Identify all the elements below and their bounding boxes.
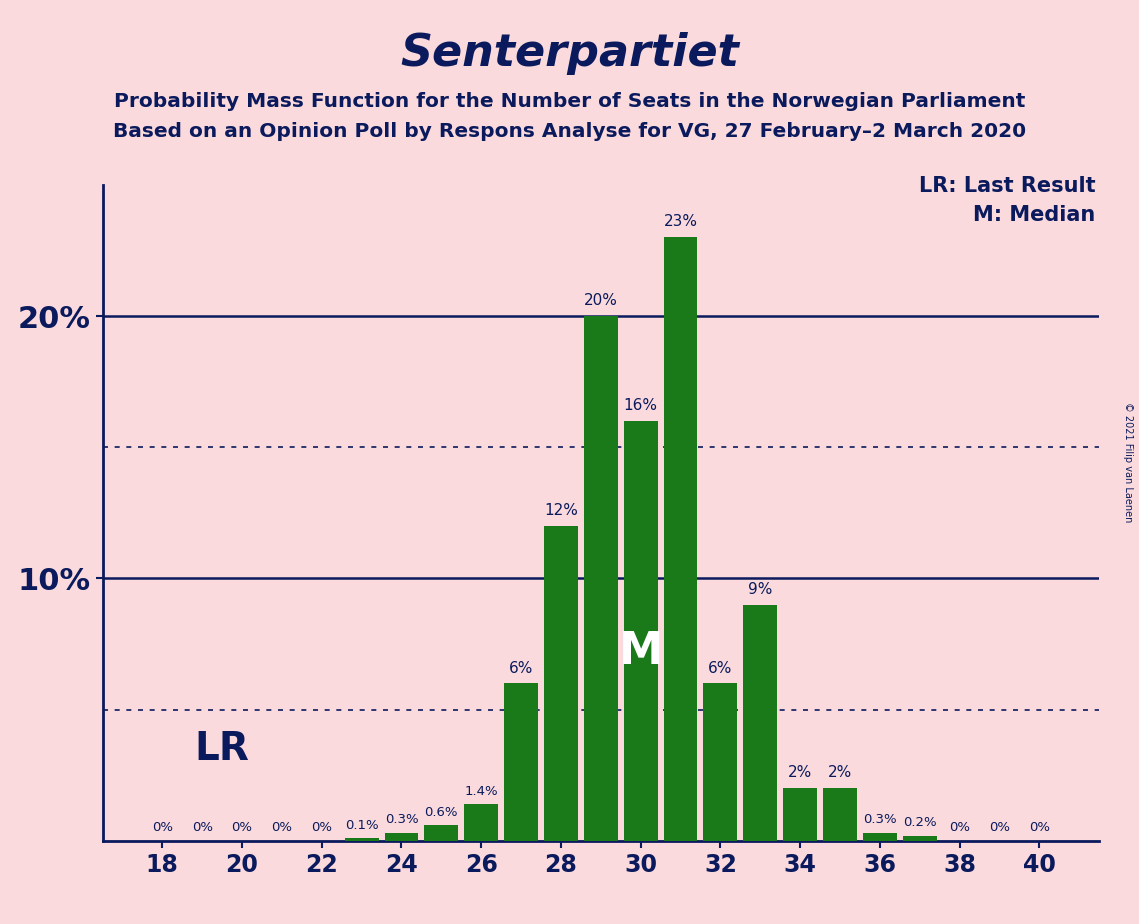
Bar — [385, 833, 418, 841]
Bar — [584, 316, 617, 841]
Text: 0.3%: 0.3% — [385, 813, 418, 826]
Text: 0%: 0% — [1029, 821, 1050, 834]
Bar — [863, 833, 896, 841]
Bar — [704, 684, 737, 841]
Text: 0.3%: 0.3% — [863, 813, 896, 826]
Text: Based on an Opinion Poll by Respons Analyse for VG, 27 February–2 March 2020: Based on an Opinion Poll by Respons Anal… — [113, 122, 1026, 141]
Text: 2%: 2% — [788, 765, 812, 781]
Text: 6%: 6% — [708, 661, 732, 675]
Bar — [903, 835, 936, 841]
Text: © 2021 Filip van Laenen: © 2021 Filip van Laenen — [1123, 402, 1132, 522]
Text: 9%: 9% — [748, 582, 772, 597]
Text: LR: LR — [195, 730, 249, 768]
Bar — [425, 825, 458, 841]
Text: 0.1%: 0.1% — [345, 819, 378, 832]
Text: 0%: 0% — [231, 821, 253, 834]
Text: LR: Last Result: LR: Last Result — [919, 176, 1096, 196]
Bar — [465, 804, 498, 841]
Text: 1.4%: 1.4% — [465, 784, 498, 797]
Bar — [744, 604, 777, 841]
Text: 0%: 0% — [949, 821, 970, 834]
Text: M: M — [618, 630, 663, 674]
Text: 16%: 16% — [624, 398, 657, 413]
Text: 0%: 0% — [191, 821, 213, 834]
Text: 0.6%: 0.6% — [425, 806, 458, 819]
Text: 0%: 0% — [989, 821, 1010, 834]
Text: 12%: 12% — [544, 503, 577, 518]
Bar — [505, 684, 538, 841]
Text: 0.2%: 0.2% — [903, 816, 936, 829]
Text: 6%: 6% — [509, 661, 533, 675]
Bar — [345, 838, 378, 841]
Text: M: Median: M: Median — [974, 205, 1096, 225]
Text: Senterpartiet: Senterpartiet — [400, 32, 739, 76]
Bar — [784, 788, 817, 841]
Text: Probability Mass Function for the Number of Seats in the Norwegian Parliament: Probability Mass Function for the Number… — [114, 92, 1025, 112]
Bar — [624, 421, 657, 841]
Text: 0%: 0% — [151, 821, 173, 834]
Bar — [823, 788, 857, 841]
Text: 2%: 2% — [828, 765, 852, 781]
Text: 0%: 0% — [271, 821, 293, 834]
Text: 0%: 0% — [311, 821, 333, 834]
Bar — [544, 526, 577, 841]
Bar — [664, 237, 697, 841]
Text: 20%: 20% — [584, 293, 617, 308]
Text: 23%: 23% — [664, 214, 697, 229]
